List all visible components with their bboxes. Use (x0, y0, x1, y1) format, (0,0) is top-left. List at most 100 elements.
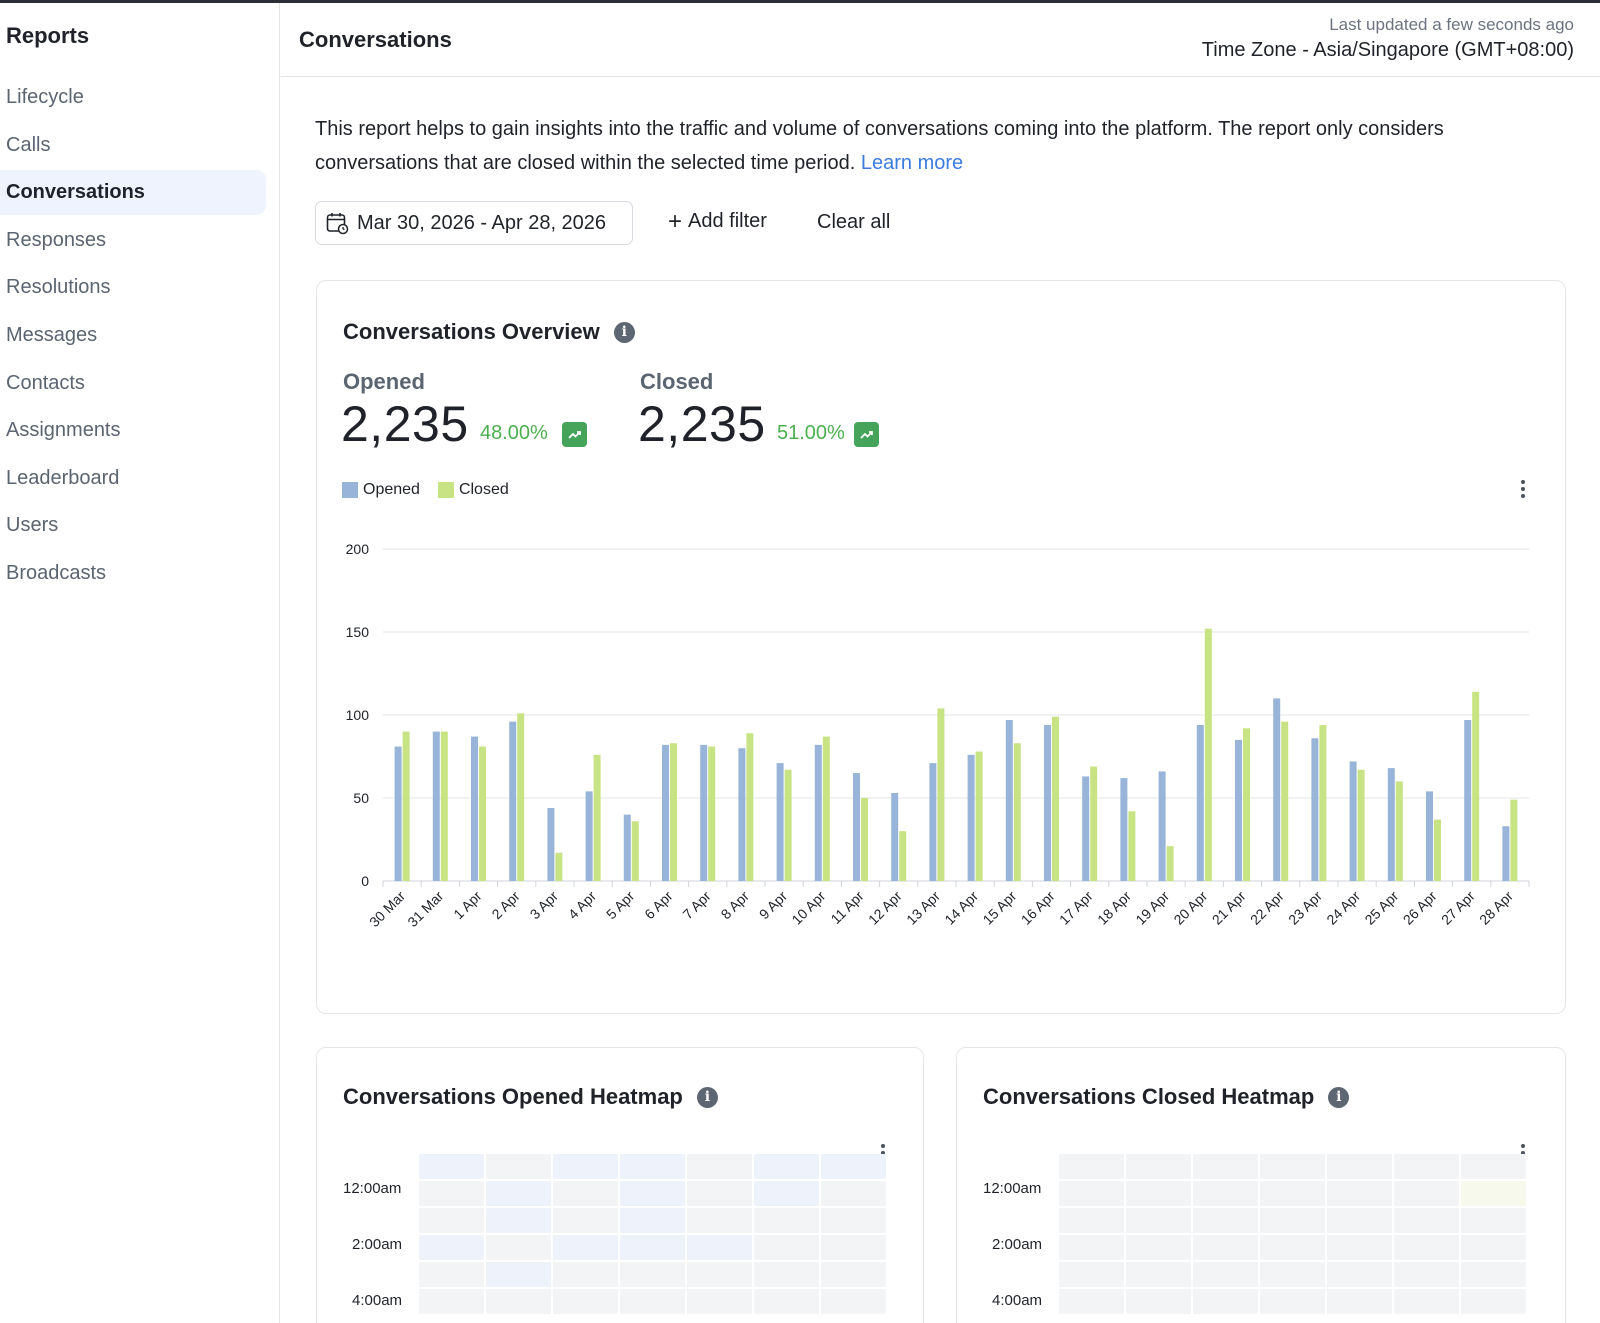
legend-item-closed[interactable]: Closed (437, 481, 509, 499)
bar-closed[interactable] (1319, 724, 1327, 881)
heatmap-cell[interactable] (553, 1235, 618, 1260)
legend-item-opened[interactable]: Opened (342, 481, 420, 499)
heatmap-cell[interactable] (821, 1289, 886, 1314)
sidebar-item-resolutions[interactable]: Resolutions (6, 276, 111, 299)
sidebar-item-responses[interactable]: Responses (6, 228, 107, 251)
bar-closed[interactable] (822, 736, 830, 881)
heatmap-cell[interactable] (553, 1181, 618, 1206)
heatmap-cell[interactable] (620, 1289, 685, 1314)
info-icon[interactable]: i (696, 1086, 718, 1108)
bar-opened[interactable] (776, 763, 784, 881)
bar-opened[interactable] (891, 793, 899, 881)
heatmap-cell[interactable] (687, 1235, 752, 1260)
bar-closed[interactable] (937, 708, 945, 881)
heatmap-cell[interactable] (1327, 1208, 1392, 1233)
heatmap-cell[interactable] (1461, 1154, 1526, 1179)
bar-opened[interactable] (662, 744, 669, 881)
heatmap-cell[interactable] (1193, 1289, 1258, 1314)
heatmap-cell[interactable] (1394, 1289, 1459, 1314)
bar-opened[interactable] (1311, 738, 1319, 881)
heatmap-cell[interactable] (821, 1181, 886, 1206)
bar-closed[interactable] (1128, 811, 1136, 881)
bar-opened[interactable] (394, 746, 402, 881)
bar-opened[interactable] (814, 744, 822, 881)
heatmap-cell[interactable] (620, 1181, 685, 1206)
heatmap-cell[interactable] (1461, 1235, 1526, 1260)
sidebar-item-contacts[interactable]: Contacts (6, 371, 85, 394)
heatmap-cell[interactable] (1394, 1154, 1459, 1179)
heatmap-cell[interactable] (1461, 1289, 1526, 1314)
heatmap-cell[interactable] (1059, 1262, 1124, 1287)
heatmap-cell[interactable] (821, 1262, 886, 1287)
heatmap-cell[interactable] (1327, 1289, 1392, 1314)
heatmap-cell[interactable] (1059, 1208, 1124, 1233)
bar-opened[interactable] (967, 754, 975, 881)
bar-opened[interactable] (1426, 791, 1433, 881)
heatmap-cell[interactable] (620, 1208, 685, 1233)
bar-opened[interactable] (1082, 776, 1090, 881)
sidebar-item-calls[interactable]: Calls (6, 133, 51, 156)
heatmap-cell[interactable] (419, 1262, 484, 1287)
bar-closed[interactable] (593, 754, 601, 881)
heatmap-cell[interactable] (1327, 1235, 1392, 1260)
bar-closed[interactable] (1395, 781, 1403, 881)
heatmap-cell[interactable] (687, 1154, 752, 1179)
bar-closed[interactable] (440, 731, 448, 881)
bar-closed[interactable] (402, 731, 410, 881)
bar-opened[interactable] (1502, 826, 1510, 881)
bar-closed[interactable] (899, 831, 907, 881)
bar-opened[interactable] (1349, 761, 1357, 881)
heatmap-cell[interactable] (1126, 1154, 1191, 1179)
heatmap-cell[interactable] (687, 1289, 752, 1314)
heatmap-cell[interactable] (1260, 1154, 1325, 1179)
bar-closed[interactable] (975, 751, 983, 881)
heatmap-cell[interactable] (1059, 1154, 1124, 1179)
bar-closed[interactable] (1166, 846, 1174, 881)
heatmap-cell[interactable] (1394, 1262, 1459, 1287)
info-icon[interactable]: i (1328, 1086, 1350, 1108)
bar-closed[interactable] (861, 798, 868, 881)
heatmap-cell[interactable] (419, 1289, 484, 1314)
bar-closed[interactable] (1243, 728, 1250, 881)
bar-opened[interactable] (1044, 724, 1051, 881)
heatmap-cell[interactable] (821, 1154, 886, 1179)
heatmap-cell[interactable] (419, 1154, 484, 1179)
heatmap-cell[interactable] (754, 1289, 819, 1314)
heatmap-cell[interactable] (1260, 1235, 1325, 1260)
heatmap-cell[interactable] (486, 1154, 551, 1179)
bar-opened[interactable] (1273, 698, 1281, 881)
heatmap-cell[interactable] (1126, 1262, 1191, 1287)
bar-opened[interactable] (1196, 724, 1204, 881)
bar-opened[interactable] (853, 773, 860, 881)
bar-opened[interactable] (623, 814, 631, 881)
heatmap-cell[interactable] (1327, 1262, 1392, 1287)
heatmap-cell[interactable] (1126, 1181, 1191, 1206)
bar-opened[interactable] (509, 721, 517, 881)
heatmap-cell[interactable] (553, 1262, 618, 1287)
heatmap-cell[interactable] (419, 1235, 484, 1260)
heatmap-cell[interactable] (1059, 1235, 1124, 1260)
heatmap-cell[interactable] (553, 1154, 618, 1179)
bar-closed[interactable] (479, 746, 486, 881)
bar-closed[interactable] (1052, 716, 1059, 881)
heatmap-cell[interactable] (1193, 1262, 1258, 1287)
heatmap-cell[interactable] (1260, 1289, 1325, 1314)
heatmap-cell[interactable] (754, 1154, 819, 1179)
heatmap-cell[interactable] (486, 1181, 551, 1206)
heatmap-cell[interactable] (1327, 1154, 1392, 1179)
heatmap-cell[interactable] (754, 1235, 819, 1260)
clear-all-button[interactable]: Clear all (817, 211, 891, 233)
bar-closed[interactable] (1510, 799, 1518, 881)
heatmap-cell[interactable] (687, 1181, 752, 1206)
bar-closed[interactable] (1281, 721, 1289, 881)
bar-opened[interactable] (1235, 739, 1242, 881)
heatmap-cell[interactable] (1260, 1208, 1325, 1233)
heatmap-cell[interactable] (486, 1289, 551, 1314)
learn-more-link[interactable]: Learn more (860, 152, 964, 174)
heatmap-cell[interactable] (1327, 1181, 1392, 1206)
bar-opened[interactable] (738, 748, 746, 881)
bar-opened[interactable] (1158, 771, 1166, 881)
heatmap-cell[interactable] (687, 1208, 752, 1233)
heatmap-cell[interactable] (1126, 1289, 1191, 1314)
bar-closed[interactable] (1204, 628, 1212, 881)
